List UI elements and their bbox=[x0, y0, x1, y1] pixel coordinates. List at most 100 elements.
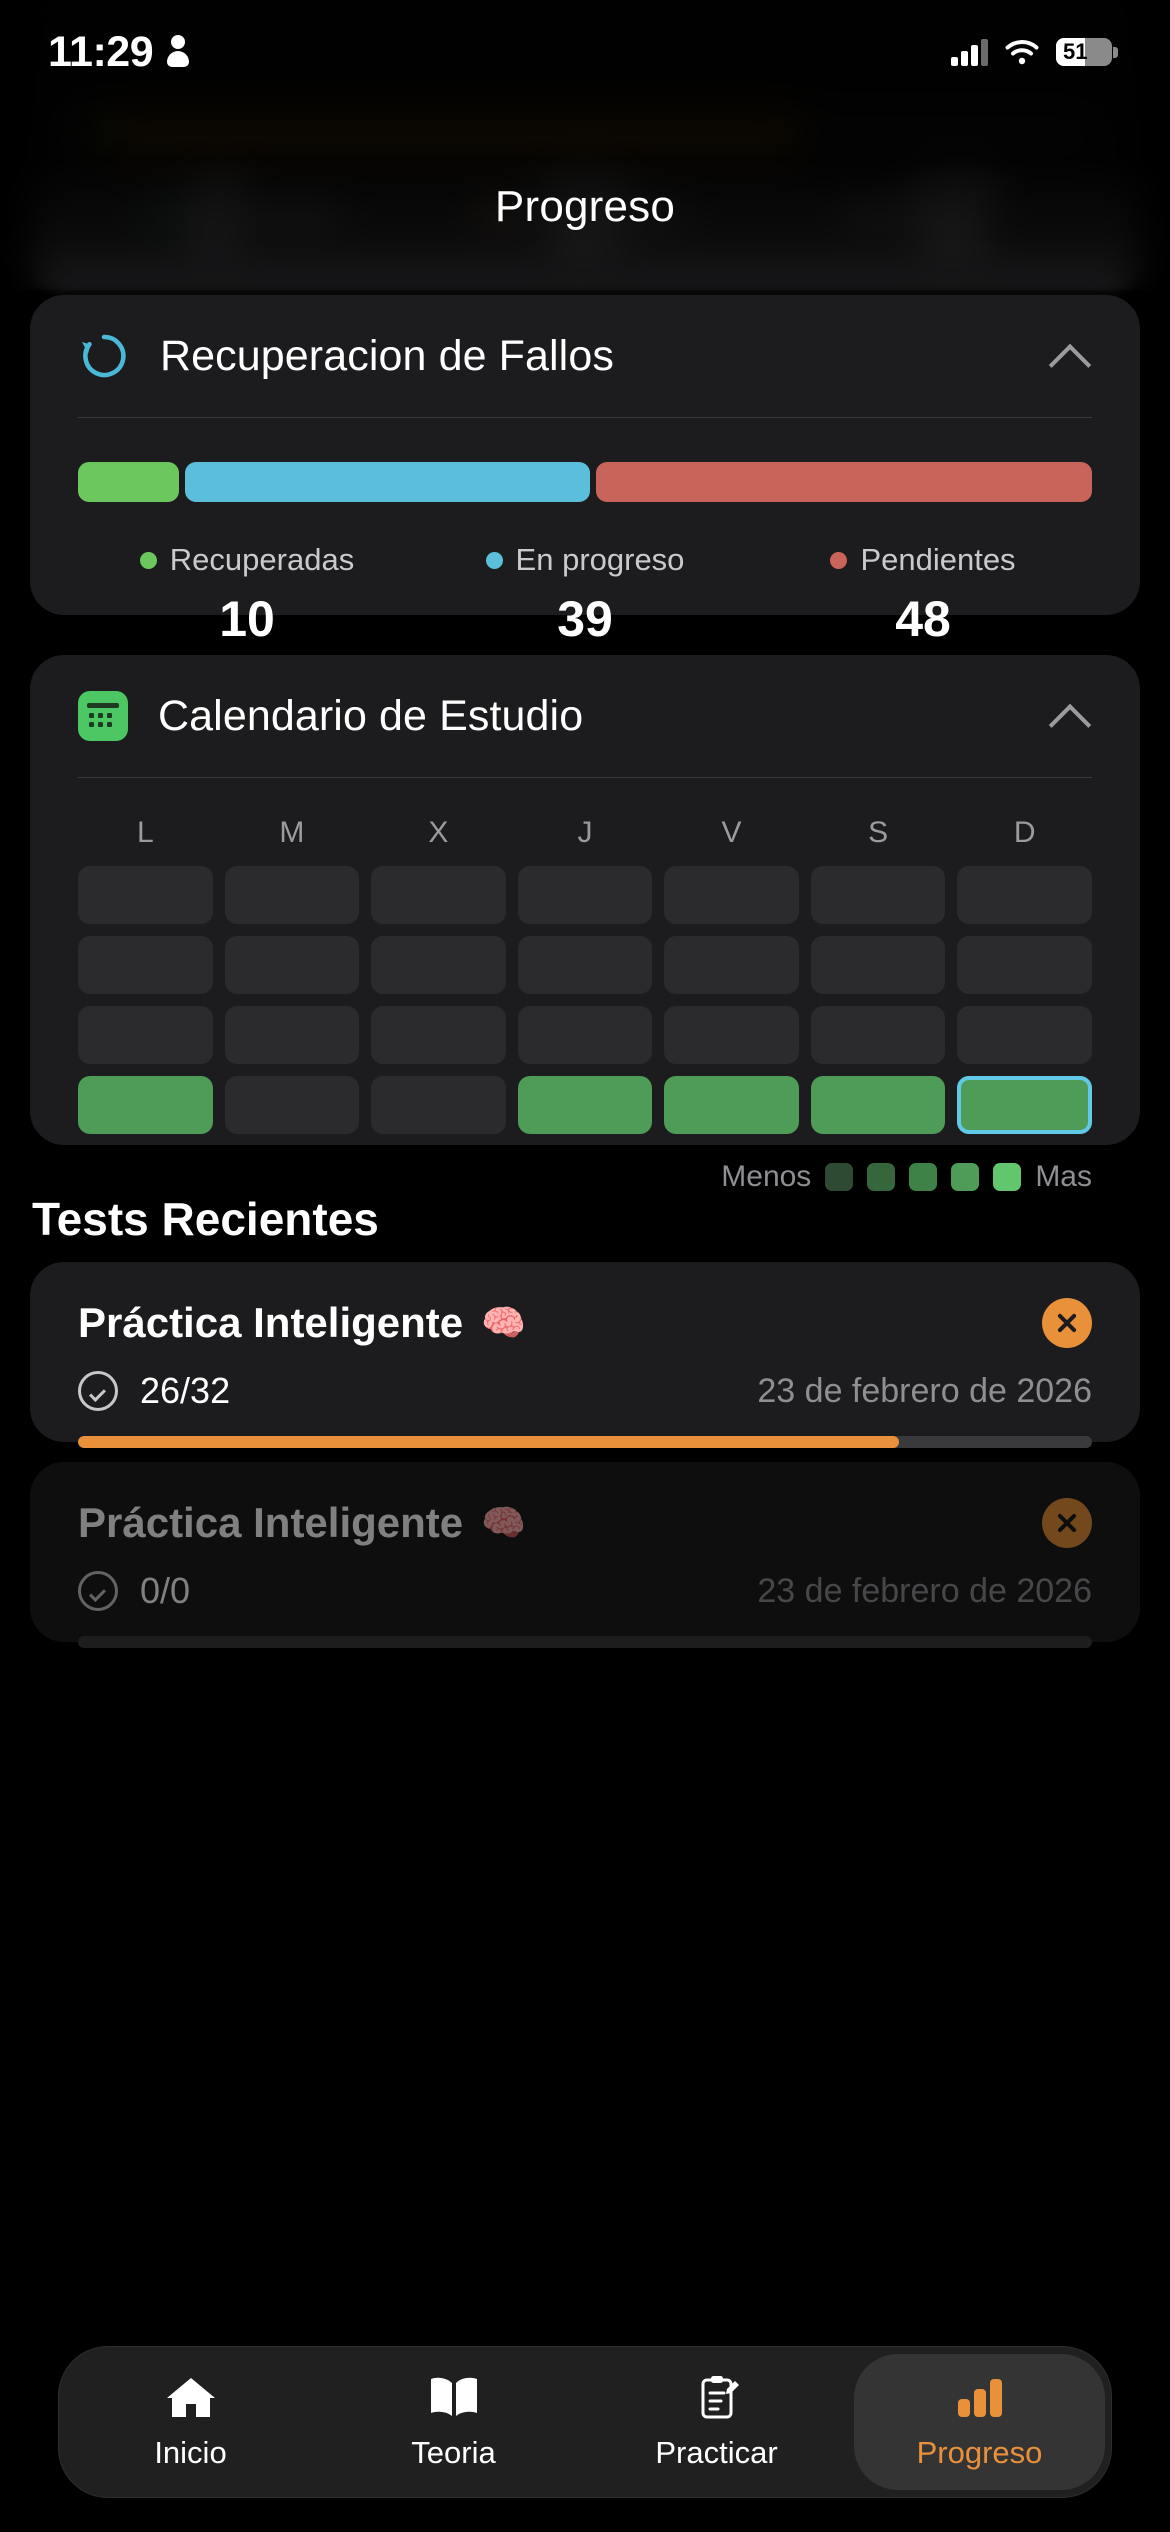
test-progress-bar bbox=[78, 1636, 1092, 1648]
test-card-header: Práctica Inteligente 🧠 bbox=[78, 1298, 1092, 1348]
test-progress-bar bbox=[78, 1436, 1092, 1448]
recuperacion-de-fallos-card[interactable]: Recuperacion de Fallos Recuperadas 10 10… bbox=[30, 295, 1140, 693]
calendar-cell[interactable] bbox=[957, 866, 1092, 924]
calendar-cell[interactable] bbox=[957, 1006, 1092, 1064]
legend-dot-en-progreso bbox=[486, 199, 504, 217]
bar-segment-en-progreso bbox=[103, 112, 803, 152]
calendar-cell[interactable] bbox=[810, 936, 946, 994]
bottom-navigation-bar: Inicio Teoria Pr bbox=[58, 2346, 1112, 2498]
legend-item-dominadas: Dominadas bbox=[78, 190, 416, 226]
legend-dot-recuperadas bbox=[139, 551, 157, 569]
book-icon bbox=[426, 2373, 482, 2421]
legend-label-recuperadas: Recuperadas bbox=[169, 542, 355, 577]
bar-chart-icon bbox=[952, 2373, 1008, 2421]
card-divider bbox=[78, 417, 1092, 418]
bar-segment-nuevas bbox=[807, 112, 1092, 152]
nav-item-practicar[interactable]: Practicar bbox=[585, 2346, 848, 2498]
check-circle-icon bbox=[78, 1571, 118, 1611]
calendar-cell-active[interactable] bbox=[810, 1076, 946, 1134]
day-label-s: S bbox=[868, 816, 889, 849]
calendar-cell[interactable] bbox=[224, 1076, 360, 1134]
legend-item-nuevas: Nuevas bbox=[754, 190, 1092, 226]
brain-icon: 🧠 bbox=[481, 1302, 526, 1343]
test-card-meta: 0/0 23 de febrero de 2026 bbox=[78, 1570, 1092, 1612]
recuperacion-card-header[interactable]: Recuperacion de Fallos bbox=[78, 295, 1092, 417]
calendar-cell[interactable] bbox=[224, 866, 360, 924]
calendar-cell-today[interactable] bbox=[957, 1076, 1092, 1134]
legend-label-en-progreso: En progreso bbox=[515, 542, 685, 577]
calendar-day-labels: L M X J V S D bbox=[78, 816, 1092, 850]
legend-value-pendientes: 48 bbox=[895, 591, 951, 647]
nav-label-progreso: Progreso bbox=[916, 2435, 1043, 2470]
calendar-cell-active[interactable] bbox=[78, 1076, 213, 1134]
calendar-cell[interactable] bbox=[664, 866, 799, 924]
calendario-card-header[interactable]: Calendario de Estudio bbox=[78, 655, 1092, 777]
bar-segment-pendientes bbox=[596, 462, 1092, 502]
legend-dot-nuevas bbox=[855, 199, 873, 217]
day-label-d: D bbox=[1013, 816, 1036, 849]
legend-dot-pendientes bbox=[830, 551, 848, 569]
bar-segment-recuperadas bbox=[78, 462, 180, 502]
calendario-de-estudio-card[interactable]: Calendario de Estudio L M X J V S D bbox=[30, 655, 1140, 1193]
test-date: 23 de febrero de 2026 bbox=[757, 1571, 1092, 1610]
recuperacion-progress-bar bbox=[78, 462, 1092, 502]
test-score: 0/0 bbox=[140, 1570, 191, 1611]
scale-swatch-2 bbox=[867, 1163, 896, 1191]
legend-value-recuperadas: 10 bbox=[219, 591, 275, 647]
calendar-cell-active[interactable] bbox=[517, 1076, 653, 1134]
legend-label-pendientes: Pendientes bbox=[860, 542, 1016, 577]
clipboard-pencil-icon bbox=[689, 2373, 745, 2421]
calendar-cell[interactable] bbox=[957, 936, 1092, 994]
calendar-cell[interactable] bbox=[517, 936, 653, 994]
calendar-cell[interactable] bbox=[371, 936, 506, 994]
calendar-cell[interactable] bbox=[810, 1006, 946, 1064]
calendar-cell[interactable] bbox=[517, 866, 653, 924]
calendar-cell[interactable] bbox=[224, 1006, 360, 1064]
test-result-card[interactable]: Práctica Inteligente 🧠 26/32 23 de febre… bbox=[30, 1262, 1140, 1448]
scale-label-menos: Menos bbox=[721, 1160, 812, 1193]
calendar-cell[interactable] bbox=[78, 866, 213, 924]
day-label-v: V bbox=[721, 816, 742, 849]
recuperacion-card-title: Recuperacion de Fallos bbox=[160, 331, 614, 380]
test-card-meta: 26/32 23 de febrero de 2026 bbox=[78, 1370, 1092, 1412]
calendar-cell[interactable] bbox=[371, 1006, 506, 1064]
tests-recientes-heading: Tests Recientes bbox=[32, 1193, 379, 1245]
check-circle-icon bbox=[78, 1371, 118, 1411]
nav-label-practicar: Practicar bbox=[655, 2435, 778, 2470]
bar-segment-en-progreso bbox=[185, 462, 591, 502]
calendar-intensity-scale: Menos Mas bbox=[78, 1160, 1092, 1194]
nav-item-teoria[interactable]: Teoria bbox=[322, 2346, 585, 2498]
close-circle-icon[interactable] bbox=[1042, 1498, 1092, 1548]
day-label-j: J bbox=[577, 816, 593, 849]
calendar-cell-active[interactable] bbox=[664, 1076, 799, 1134]
home-icon bbox=[163, 2373, 219, 2421]
calendar-cell[interactable] bbox=[664, 1006, 799, 1064]
test-progress-fill bbox=[78, 1436, 900, 1448]
legend-value-en-progreso: 39 bbox=[557, 591, 613, 647]
calendar-cell[interactable] bbox=[371, 1076, 506, 1134]
calendar-icon bbox=[78, 691, 128, 741]
card-divider bbox=[78, 777, 1092, 778]
scale-label-mas: Mas bbox=[1035, 1160, 1092, 1193]
legend-label-nuevas: Nuevas bbox=[884, 190, 991, 225]
legend-item-en-progreso: En progreso bbox=[416, 190, 754, 226]
chevron-up-icon[interactable] bbox=[1048, 694, 1092, 738]
calendar-cell[interactable] bbox=[664, 936, 799, 994]
calendar-cell[interactable] bbox=[78, 1006, 213, 1064]
test-title: Práctica Inteligente bbox=[78, 1299, 464, 1346]
calendar-cell[interactable] bbox=[517, 1006, 653, 1064]
calendar-cell[interactable] bbox=[810, 866, 946, 924]
close-circle-icon[interactable] bbox=[1042, 1298, 1092, 1348]
nav-item-inicio[interactable]: Inicio bbox=[59, 2346, 322, 2498]
estado-legend: Dominadas En progreso Nuevas bbox=[78, 190, 1092, 226]
calendar-cell[interactable] bbox=[224, 936, 360, 994]
bar-segment-dominadas bbox=[78, 112, 99, 152]
refresh-restore-icon bbox=[78, 330, 130, 382]
calendar-cell[interactable] bbox=[78, 936, 213, 994]
nav-item-progreso[interactable]: Progreso bbox=[848, 2346, 1111, 2498]
chevron-up-icon[interactable] bbox=[1048, 334, 1092, 378]
estado-preguntas-card[interactable]: Dominadas En progreso Nuevas bbox=[30, 0, 1140, 290]
scale-swatch-5 bbox=[993, 1163, 1022, 1191]
calendar-cell[interactable] bbox=[371, 866, 506, 924]
test-result-card[interactable]: Práctica Inteligente 🧠 0/0 23 de febrero… bbox=[30, 1462, 1140, 1648]
